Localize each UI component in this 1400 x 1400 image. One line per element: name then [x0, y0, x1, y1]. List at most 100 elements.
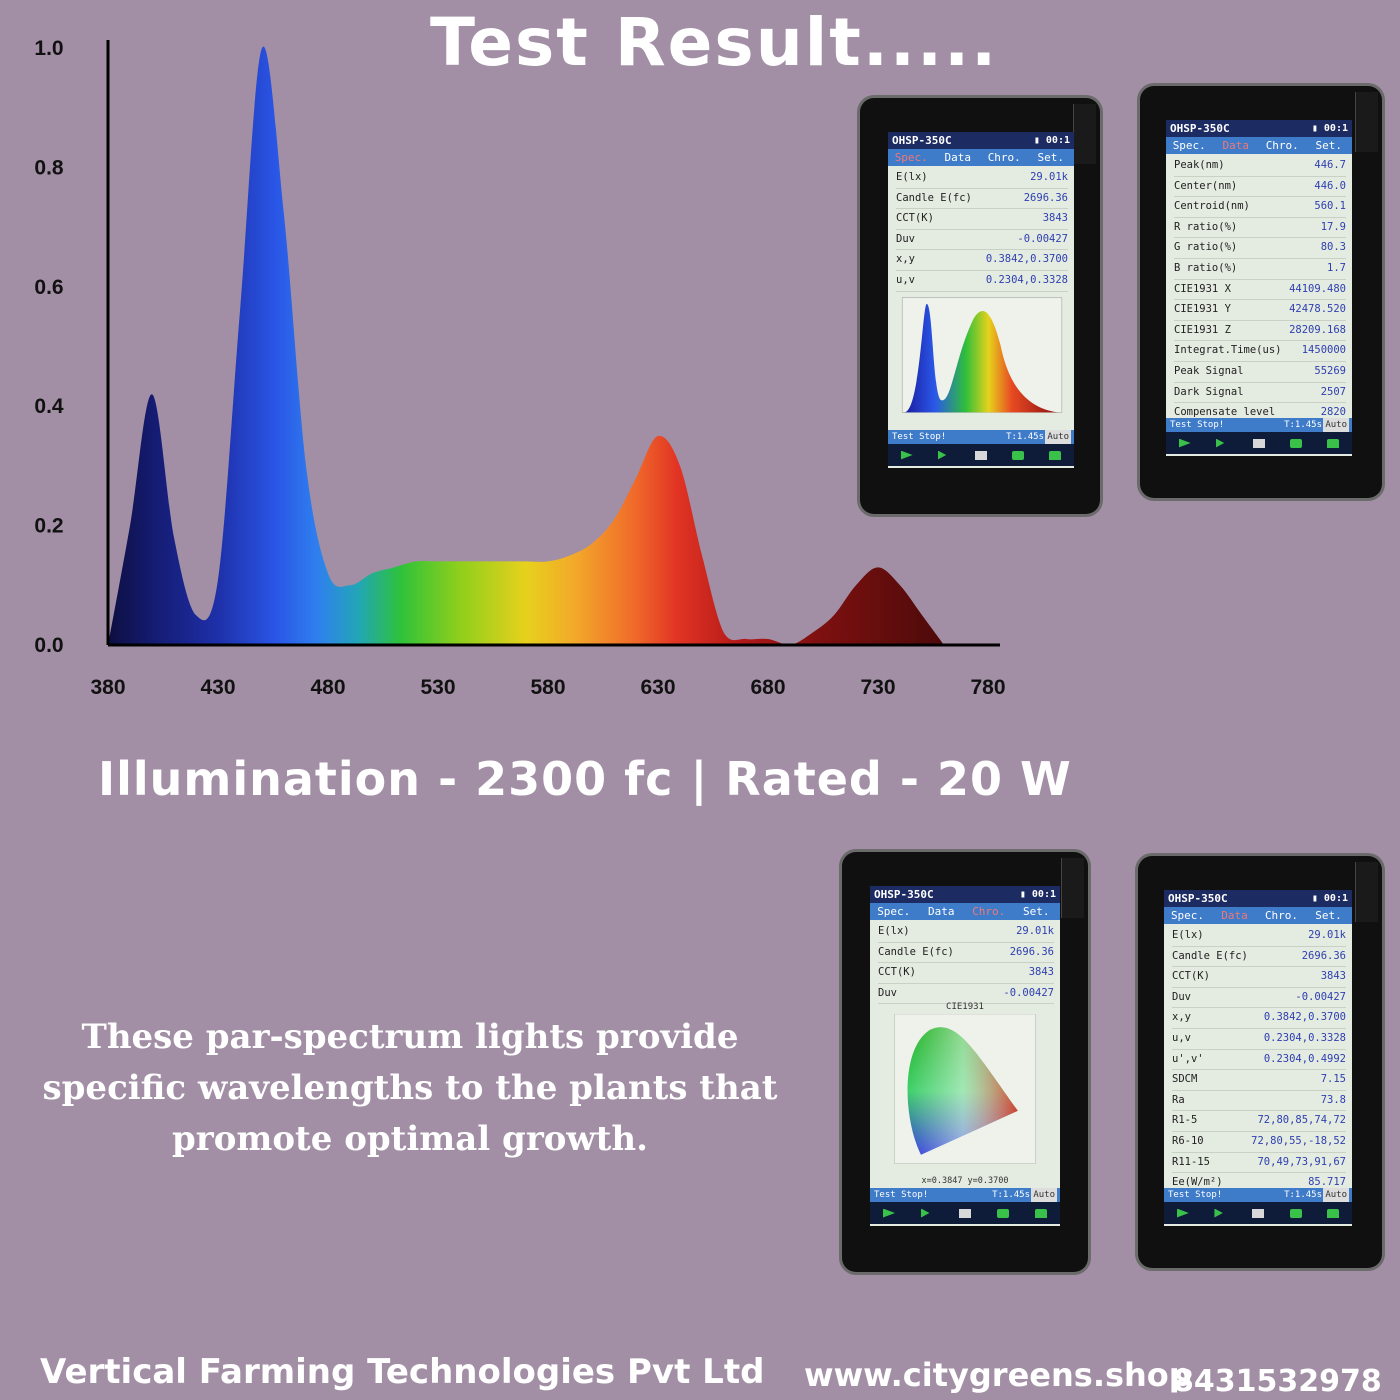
meter-screen-colorimetry: OHSP-350C ▮ 00:1 Spec. Data Chro. Set. E(lx) 29…: [1164, 890, 1352, 1226]
multi-button[interactable]: [1178, 438, 1191, 448]
open-button[interactable]: [1049, 450, 1062, 460]
reading-row: R ratio(%) 17.9: [1174, 218, 1346, 239]
readings-list: E(lx) 29.01k Candle E(fc) 2696.36 CCT(K) 3843…: [1164, 924, 1352, 1194]
y-tick-label: 0.4: [34, 395, 64, 418]
reading-row: E(lx) 29.01k: [1172, 926, 1346, 947]
reading-key: CCT(K): [1172, 970, 1210, 983]
screen-tabs: Spec. Data Chro. Set.: [888, 149, 1074, 166]
tab-data[interactable]: Data: [928, 905, 955, 918]
tab-spec[interactable]: Spec.: [1170, 909, 1205, 922]
reading-value: 2820: [1320, 406, 1346, 419]
reading-key: E(lx): [878, 925, 910, 937]
stop-button[interactable]: [959, 1208, 971, 1218]
tab-chro[interactable]: Chro.: [972, 905, 1006, 918]
tab-spec[interactable]: Spec.: [1172, 139, 1206, 152]
reading-value: -0.00427: [1295, 990, 1346, 1003]
reading-value: 2696.36: [1023, 191, 1068, 204]
tab-set[interactable]: Set.: [1023, 905, 1050, 918]
stop-button[interactable]: [1252, 438, 1265, 448]
multi-button[interactable]: [900, 450, 913, 460]
open-button[interactable]: [1327, 1208, 1340, 1218]
single-button[interactable]: [1214, 1208, 1223, 1218]
reading-key: E(lx): [896, 171, 928, 183]
open-button[interactable]: [1035, 1208, 1047, 1218]
reading-value: 3843: [1320, 970, 1346, 983]
reading-value: 0.2304,0.3328: [1263, 1031, 1346, 1044]
screen-title: OHSP-350C ▮ 00:1: [888, 132, 1074, 149]
reading-row: G ratio(%) 80.3: [1174, 238, 1346, 259]
reading-value: -0.00427: [1003, 986, 1054, 999]
reading-key: CIE1931 X: [1174, 282, 1231, 295]
reading-key: Peak(nm): [1174, 159, 1225, 171]
tab-data[interactable]: Data: [1222, 139, 1250, 152]
battery-time: ▮ 00:1: [1311, 123, 1348, 134]
tab-spec[interactable]: Spec.: [894, 151, 928, 164]
reading-value: 72,80,85,74,72: [1257, 1114, 1346, 1127]
save-button[interactable]: [1289, 1208, 1302, 1218]
screen-title: OHSP-350C ▮ 00:1: [1164, 890, 1352, 907]
reading-value: 55269: [1314, 364, 1346, 377]
reading-row: x,y 0.3842,0.3700: [896, 250, 1068, 271]
x-tick-label: 780: [970, 676, 1005, 699]
tab-spec[interactable]: Spec.: [877, 905, 911, 918]
reading-value: 0.2304,0.4992: [1263, 1052, 1346, 1065]
reading-row: Candle E(fc) 2696.36: [1172, 947, 1346, 968]
device-side-label: [1061, 858, 1084, 918]
reading-row: CCT(K) 3843: [1172, 967, 1346, 988]
save-button[interactable]: [1012, 450, 1025, 460]
multi-button[interactable]: [883, 1208, 895, 1218]
company-name: Vertical Farming Technologies Pvt Ltd: [40, 1352, 765, 1392]
status-text: Test Stop!: [1170, 420, 1225, 430]
spectrum-chart: 380 430 480 530 580 630 680 730 780 0.0 0.2 0.4 0.6 0…: [34, 37, 1005, 699]
reading-value: 446.0: [1314, 179, 1346, 192]
save-button[interactable]: [997, 1208, 1009, 1218]
reading-row: Duv -0.00427: [896, 230, 1068, 251]
status-bar: Test Stop! T:1.45s Auto: [1166, 418, 1352, 432]
reading-row: CIE1931 Z 28209.168: [1174, 321, 1346, 342]
tab-data[interactable]: Data: [1221, 909, 1248, 922]
screen-tabs: Spec. Data Chro. Set.: [870, 903, 1060, 920]
meter-device-data: OHSP-350C ▮ 00:1 Spec. Data Chro. Set. Peak(nm…: [1140, 86, 1382, 498]
timer-text: T:1.45s: [1284, 420, 1322, 430]
reading-value: 446.7: [1314, 159, 1346, 171]
device-side-label: [1073, 104, 1096, 164]
meter-screen-data: OHSP-350C ▮ 00:1 Spec. Data Chro. Set. Peak(nm…: [1166, 120, 1352, 456]
reading-key: Duv: [878, 986, 897, 999]
tab-chro[interactable]: Chro.: [987, 151, 1021, 164]
tab-set[interactable]: Set.: [1315, 909, 1342, 922]
meter-device-chromaticity: OHSP-350C ▮ 00:1 Spec. Data Chro. Set. E(lx) 29…: [842, 852, 1088, 1272]
reading-value: 80.3: [1320, 241, 1346, 254]
tab-data[interactable]: Data: [944, 151, 972, 164]
reading-value: 29.01k: [1308, 929, 1346, 941]
stop-button[interactable]: [1251, 1208, 1264, 1218]
single-button[interactable]: [921, 1208, 930, 1218]
battery-time: ▮ 00:1: [1311, 893, 1348, 904]
tab-set[interactable]: Set.: [1037, 151, 1065, 164]
save-button[interactable]: [1290, 438, 1303, 448]
website-link[interactable]: www.citygreens.shop: [804, 1356, 1192, 1394]
battery-time: ▮ 00:1: [1019, 889, 1056, 900]
meter-screen-chromaticity: OHSP-350C ▮ 00:1 Spec. Data Chro. Set. E(lx) 29…: [870, 886, 1060, 1226]
tab-chro[interactable]: Chro.: [1264, 909, 1299, 922]
stop-button[interactable]: [974, 450, 987, 460]
mode-badge: Auto: [1323, 418, 1349, 432]
tab-set[interactable]: Set.: [1315, 139, 1343, 152]
reading-row: Ee(W/m²) 85.717: [1172, 1173, 1346, 1194]
reading-key: Candle E(fc): [896, 191, 972, 204]
button-bar: [1166, 432, 1352, 454]
reading-row: R6-10 72,80,55,-18,52: [1172, 1132, 1346, 1153]
reading-row: CIE1931 X 44109.480: [1174, 280, 1346, 301]
reading-value: 1450000: [1301, 344, 1346, 357]
tab-chro[interactable]: Chro.: [1265, 139, 1299, 152]
screen-tabs: Spec. Data Chro. Set.: [1164, 907, 1352, 924]
single-button[interactable]: [1215, 438, 1225, 448]
single-button[interactable]: [937, 450, 947, 460]
reading-value: 72,80,55,-18,52: [1251, 1134, 1346, 1147]
reading-value: 0.3842,0.3700: [985, 253, 1068, 266]
meter-device-spectrum: OHSP-350C ▮ 00:1 Spec. Data Chro. Set. E(lx) 29…: [860, 98, 1100, 514]
open-button[interactable]: [1327, 438, 1340, 448]
reading-row: Peak(nm) 446.7: [1174, 156, 1346, 177]
reading-key: u,v: [896, 273, 915, 286]
cie-label: CIE1931: [946, 1002, 984, 1013]
multi-button[interactable]: [1176, 1208, 1189, 1218]
